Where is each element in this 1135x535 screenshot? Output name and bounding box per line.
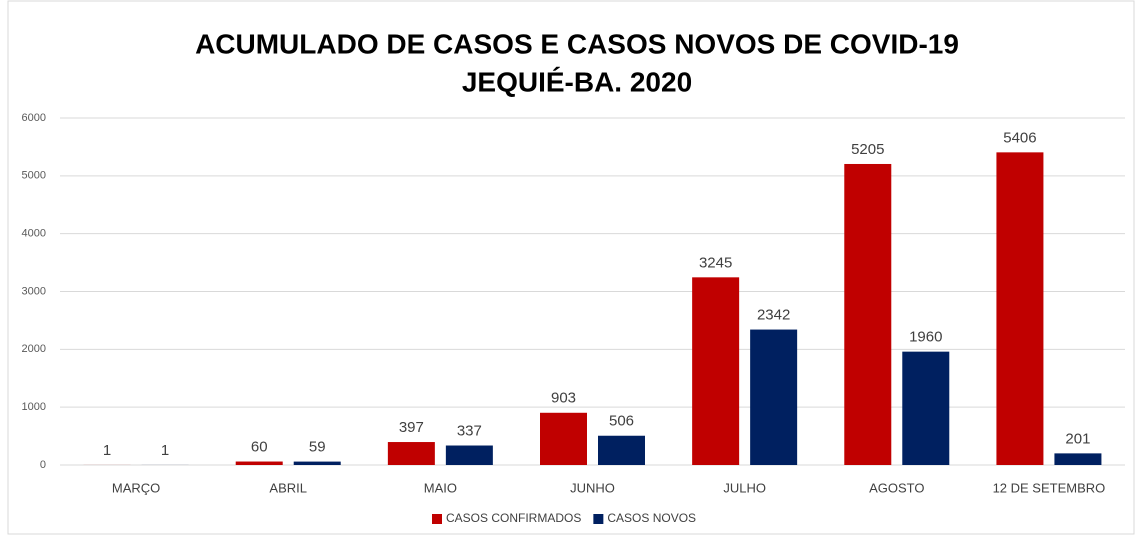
bar xyxy=(750,329,798,465)
x-tick-label: JULHO xyxy=(723,480,766,495)
bar xyxy=(692,277,740,465)
bar xyxy=(844,163,892,466)
x-tick-label: MARÇO xyxy=(112,480,160,495)
legend-swatch xyxy=(432,514,442,524)
value-label: 3245 xyxy=(699,254,732,271)
value-label: 397 xyxy=(399,419,424,436)
bar xyxy=(598,435,645,465)
legend-swatch xyxy=(593,514,604,524)
x-tick-label: JUNHO xyxy=(570,480,615,495)
bar xyxy=(293,461,341,465)
bar xyxy=(540,412,587,465)
x-tick-label: 12 DE SETEMBRO xyxy=(993,480,1106,495)
x-tick-label: ABRIL xyxy=(269,480,307,495)
chart-title: ACUMULADO DE CASOS E CASOS NOVOS DE COVI… xyxy=(195,28,959,59)
chart-title: JEQUIÉ-BA. 2020 xyxy=(462,66,692,97)
y-tick-label: 2000 xyxy=(22,343,46,355)
value-label: 59 xyxy=(309,439,326,456)
value-label: 506 xyxy=(609,413,634,430)
value-label: 5205 xyxy=(851,141,884,158)
value-label: 1960 xyxy=(909,329,942,346)
bar xyxy=(1054,453,1102,465)
value-label: 337 xyxy=(457,422,482,439)
legend-label: CASOS NOVOS xyxy=(607,511,696,525)
bar xyxy=(996,152,1044,465)
y-tick-label: 6000 xyxy=(22,112,46,124)
legend-label: CASOS CONFIRMADOS xyxy=(446,511,581,525)
value-label: 5406 xyxy=(1003,129,1036,146)
x-tick-label: MAIO xyxy=(424,480,457,495)
y-tick-label: 5000 xyxy=(22,170,46,182)
x-tick-label: AGOSTO xyxy=(869,480,924,495)
value-label: 1 xyxy=(161,442,169,459)
bar xyxy=(235,461,283,465)
value-label: 903 xyxy=(551,390,576,407)
bar xyxy=(902,351,950,465)
y-tick-label: 4000 xyxy=(22,228,46,240)
y-tick-label: 0 xyxy=(40,459,46,471)
value-label: 1 xyxy=(103,442,111,459)
y-tick-label: 1000 xyxy=(22,401,46,413)
value-label: 60 xyxy=(251,438,268,455)
y-tick-label: 3000 xyxy=(22,285,46,297)
bar xyxy=(445,445,493,465)
value-label: 2342 xyxy=(757,307,790,324)
value-label: 201 xyxy=(1065,430,1090,447)
bar xyxy=(387,442,435,465)
